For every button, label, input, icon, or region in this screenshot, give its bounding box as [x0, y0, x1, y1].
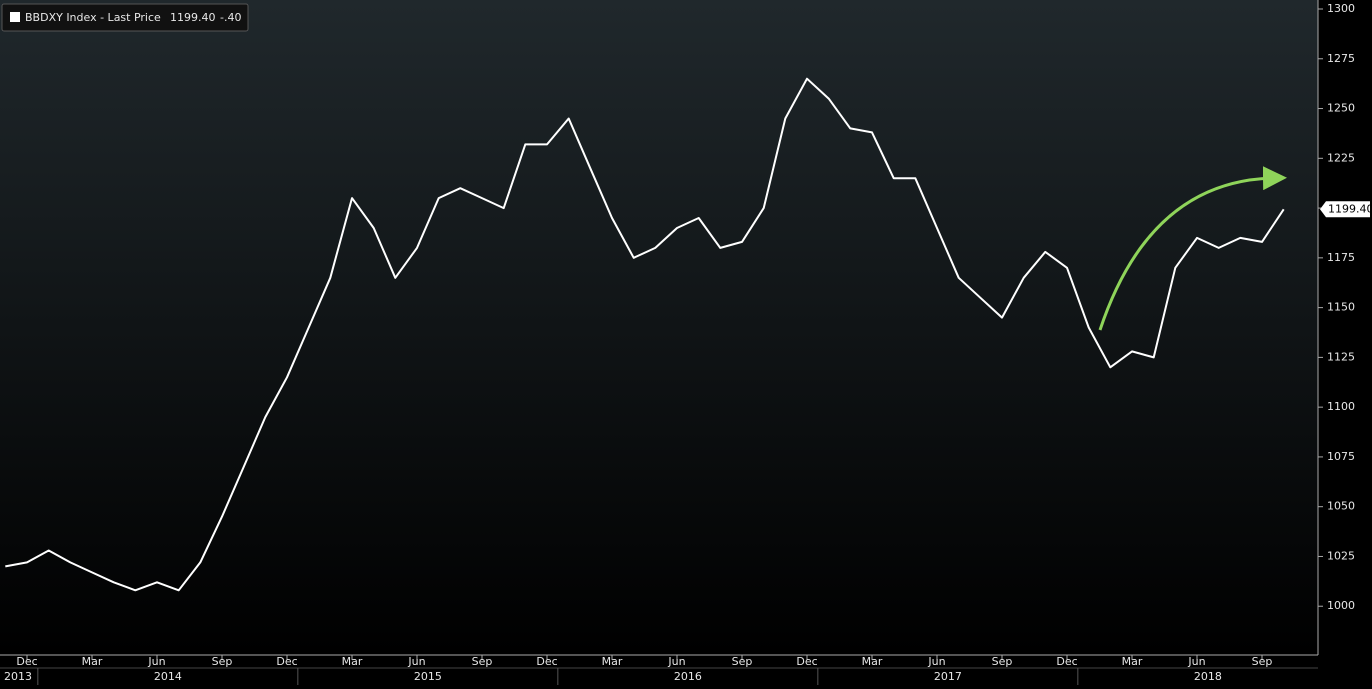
- x-tick-label: Mar: [862, 655, 883, 668]
- trend-arrow: [1098, 166, 1287, 331]
- y-tick-label: 1100: [1327, 400, 1355, 413]
- y-tick-label: 1050: [1327, 500, 1355, 513]
- y-tick-label: 1125: [1327, 350, 1355, 363]
- x-tick-label: Jun: [1187, 655, 1205, 668]
- x-tick-label: Mar: [82, 655, 103, 668]
- x-tick-label: Sep: [1252, 655, 1273, 668]
- y-tick-label: 1075: [1327, 450, 1355, 463]
- x-tick-label: Jun: [927, 655, 945, 668]
- year-label: 2013: [4, 670, 32, 683]
- price-line: [5, 77, 1285, 592]
- last-price-tag: [1320, 201, 1370, 218]
- year-label: 2016: [674, 670, 702, 683]
- legend-label: BBDXY Index - Last Price: [25, 11, 161, 24]
- x-tick-label: Mar: [1122, 655, 1143, 668]
- x-tick-label: Dec: [536, 655, 557, 668]
- x-tick-label: Jun: [147, 655, 165, 668]
- year-label: 2017: [934, 670, 962, 683]
- x-tick-label: Jun: [407, 655, 425, 668]
- legend-box: [1, 3, 249, 32]
- y-tick-label: 1225: [1327, 151, 1355, 164]
- y-tick-label: 1275: [1327, 52, 1355, 65]
- x-tick-label: Dec: [16, 655, 37, 668]
- y-tick-label: 1025: [1327, 549, 1355, 562]
- x-tick-label: Dec: [796, 655, 817, 668]
- year-label: 2014: [154, 670, 182, 683]
- plot-background: [0, 0, 1318, 655]
- legend-last-price: 1199.40: [170, 11, 216, 24]
- x-tick-label: Dec: [276, 655, 297, 668]
- x-tick-label: Sep: [472, 655, 493, 668]
- y-tick-label: 1250: [1327, 102, 1355, 115]
- legend: BBDXY Index - Last Price 1199.40 -.40: [1, 3, 249, 32]
- y-tick-label: 1150: [1327, 301, 1355, 314]
- x-tick-label: Sep: [992, 655, 1013, 668]
- legend-swatch: [10, 12, 20, 22]
- year-label: 2018: [1194, 670, 1222, 683]
- year-label: 2015: [414, 670, 442, 683]
- x-tick-label: Jun: [667, 655, 685, 668]
- x-tick-label: Mar: [602, 655, 623, 668]
- y-tick-label: 1175: [1327, 251, 1355, 264]
- y-tick-label: 1300: [1327, 2, 1355, 15]
- y-tick-label: 1000: [1327, 599, 1355, 612]
- x-tick-label: Dec: [1056, 655, 1077, 668]
- legend-change: -.40: [220, 11, 241, 24]
- x-tick-label: Sep: [212, 655, 233, 668]
- last-price-label: 1199.40: [1328, 202, 1372, 215]
- x-tick-label: Sep: [732, 655, 753, 668]
- x-tick-label: Mar: [342, 655, 363, 668]
